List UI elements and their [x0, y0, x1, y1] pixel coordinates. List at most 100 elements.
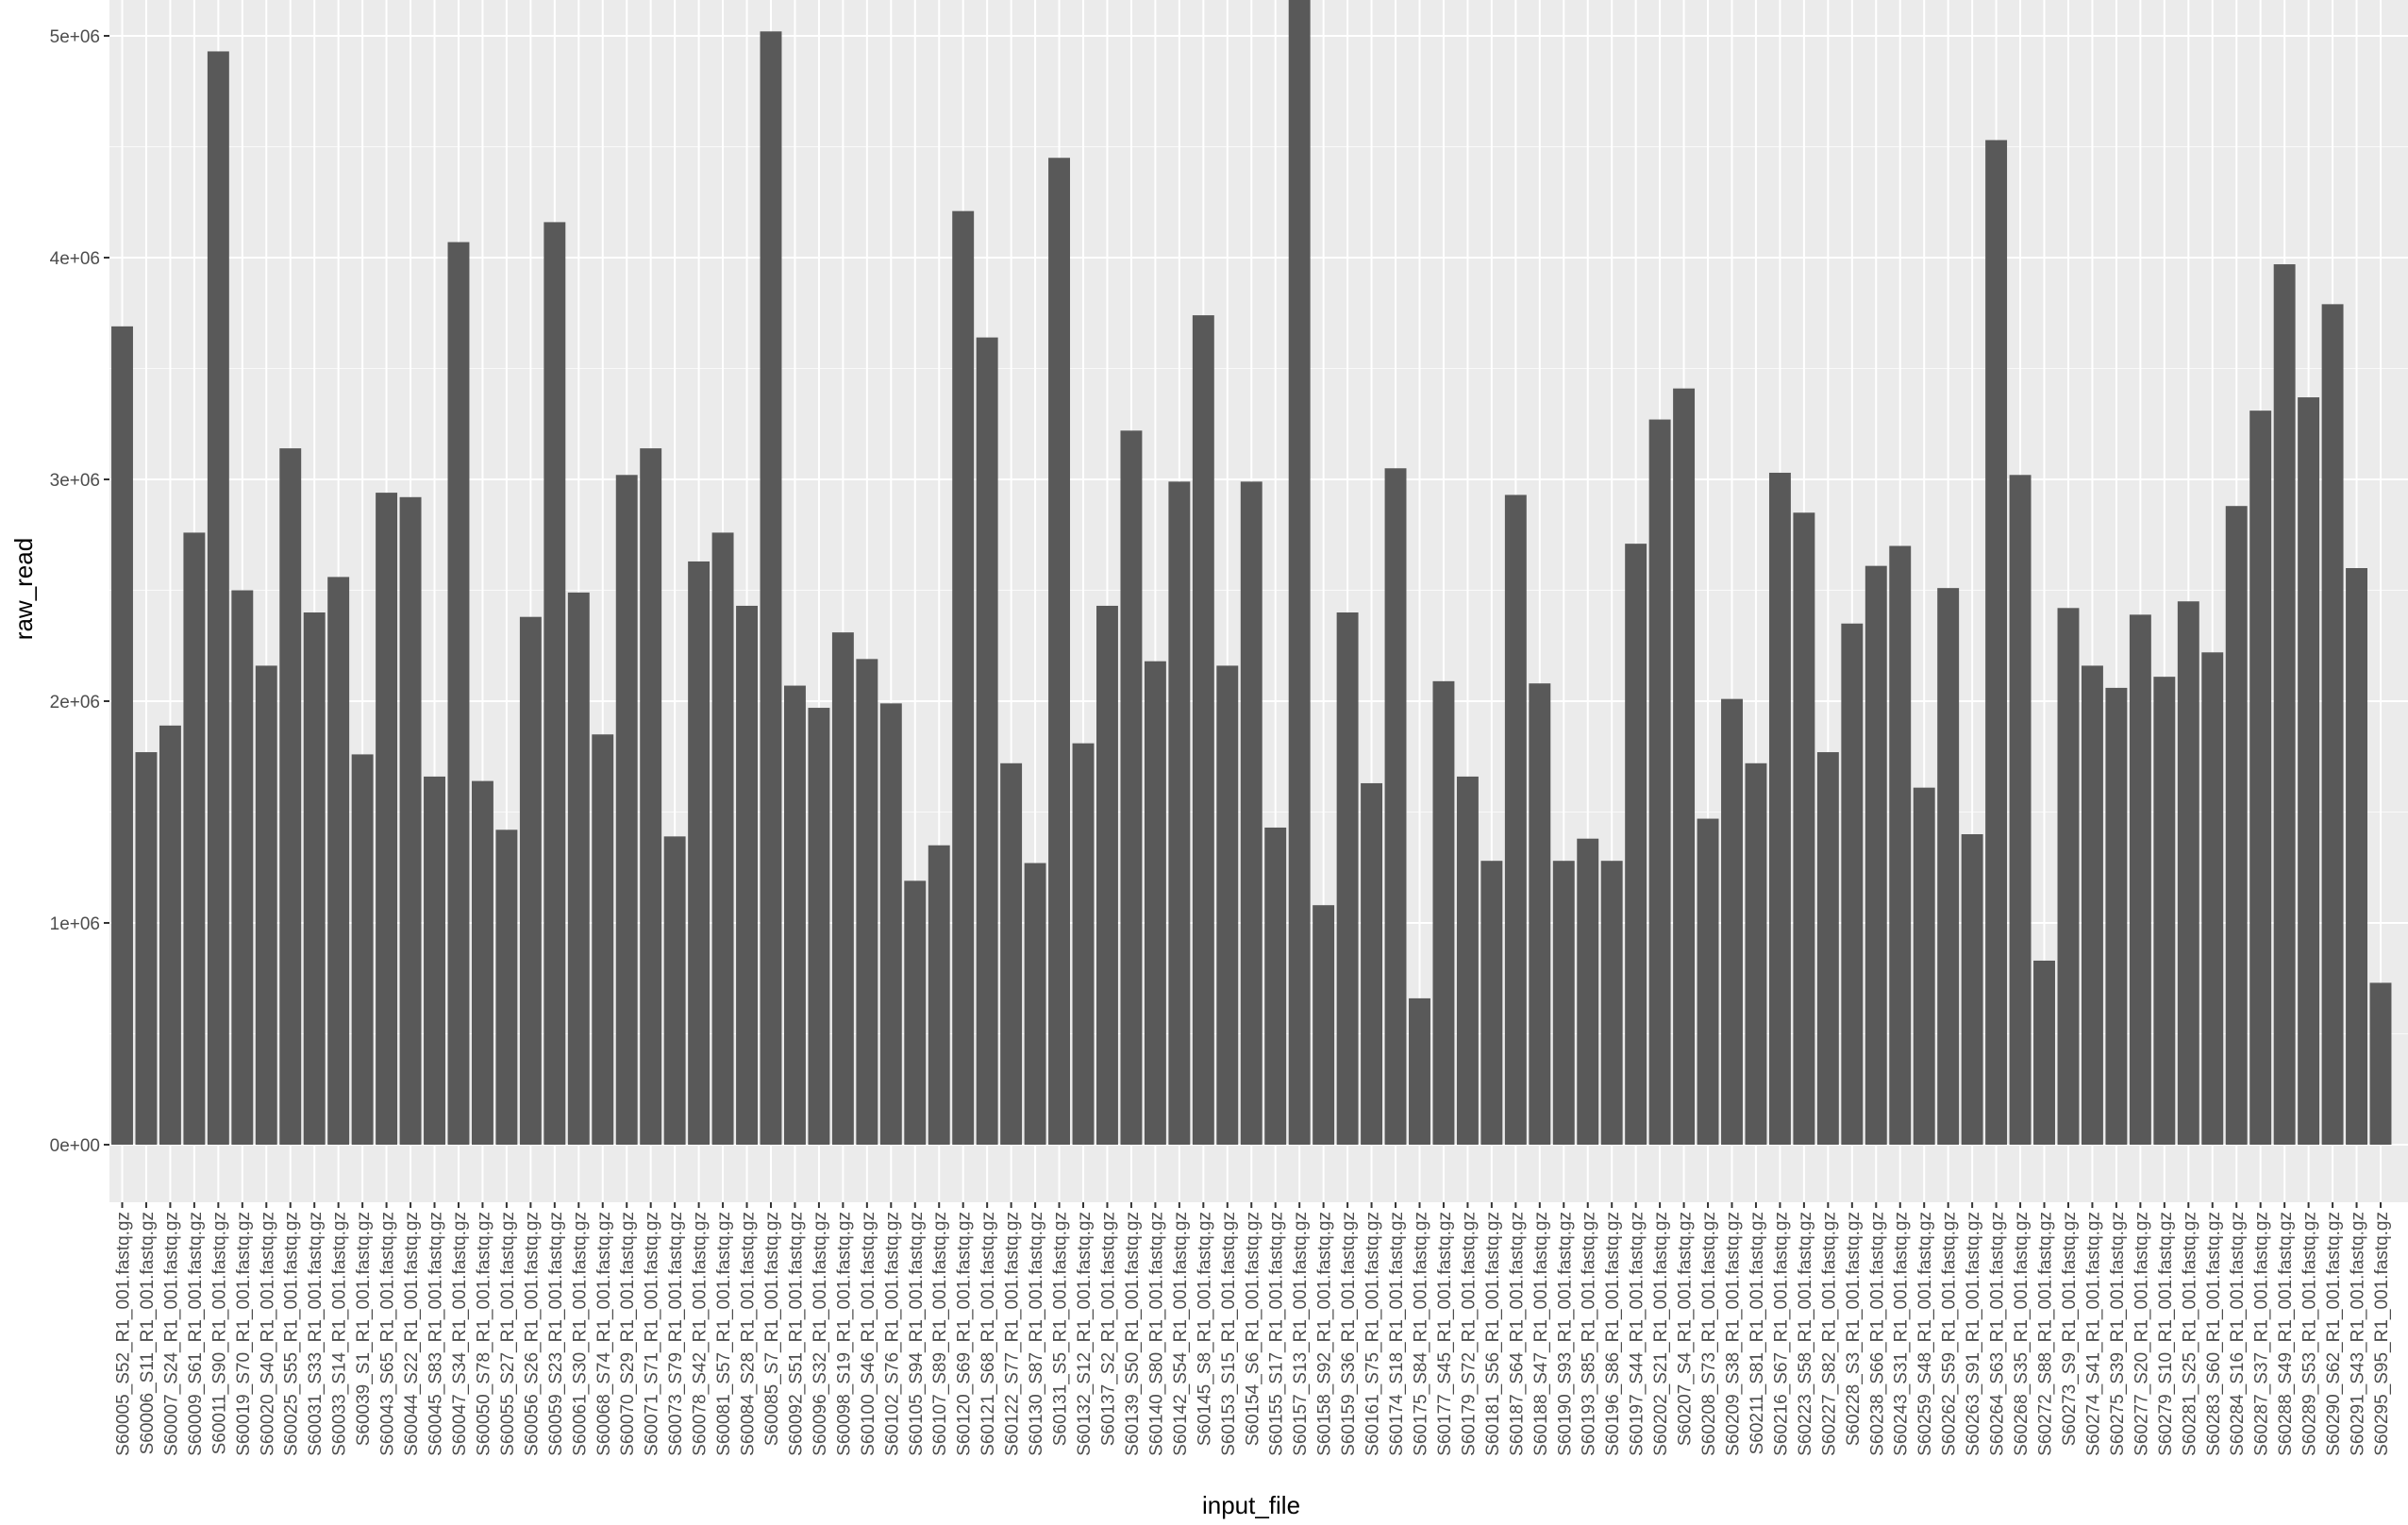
bar	[2129, 614, 2151, 1145]
x-axis-title: input_file	[1202, 1491, 1300, 1519]
bar	[1985, 140, 2008, 1146]
x-tick-label: S60290_S62_R1_001.fastq.gz	[2324, 1212, 2344, 1456]
bar	[783, 685, 806, 1145]
x-tick-label: S60142_S54_R1_001.fastq.gz	[1171, 1212, 1191, 1456]
x-tick-label: S60295_S95_R1_001.fastq.gz	[2372, 1212, 2392, 1456]
x-tick-label: S60284_S16_R1_001.fastq.gz	[2228, 1212, 2248, 1456]
bar	[207, 51, 229, 1146]
bar	[1384, 468, 1407, 1145]
bar	[1288, 0, 1311, 1145]
x-tick-label: S60161_S75_R1_001.fastq.gz	[1363, 1212, 1383, 1456]
bar	[135, 752, 158, 1145]
bar	[376, 493, 398, 1145]
x-tick-label: S60288_S49_R1_001.fastq.gz	[2276, 1212, 2296, 1456]
x-tick-label: S60259_S48_R1_001.fastq.gz	[1915, 1212, 1935, 1456]
bar	[1793, 512, 1815, 1145]
bar	[1120, 430, 1143, 1145]
x-tick-label: S60039_S1_R1_001.fastq.gz	[354, 1212, 374, 1446]
x-tick-label: S60120_S69_R1_001.fastq.gz	[955, 1212, 975, 1456]
x-tick-label: S60006_S11_R1_001.fastq.gz	[138, 1212, 158, 1454]
x-tick-label: S60273_S9_R1_001.fastq.gz	[2060, 1212, 2080, 1446]
y-tick-label: 2e+06	[50, 693, 100, 712]
bar	[2081, 665, 2103, 1145]
bar	[2033, 960, 2055, 1145]
bars	[111, 0, 2392, 1146]
bar	[447, 242, 470, 1145]
x-tick-label: S60157_S13_R1_001.fastq.gz	[1291, 1212, 1311, 1456]
bar	[1192, 315, 1214, 1146]
bar	[831, 632, 854, 1145]
bar	[2009, 475, 2032, 1145]
x-tick-label: S60279_S10_R1_001.fastq.gz	[2156, 1212, 2176, 1456]
x-tick-label: S60130_S87_R1_001.fastq.gz	[1027, 1212, 1046, 1456]
x-tick-label: S60020_S40_R1_001.fastq.gz	[258, 1212, 277, 1456]
x-tick-label: S60291_S43_R1_001.fastq.gz	[2349, 1212, 2368, 1456]
x-tick-label: S60208_S73_R1_001.fastq.gz	[1699, 1212, 1719, 1456]
bar	[928, 845, 950, 1145]
bar	[1456, 776, 1479, 1145]
bar	[952, 210, 975, 1145]
x-tick-label: S60033_S14_R1_001.fastq.gz	[330, 1212, 350, 1456]
x-tick-label: S60047_S34_R1_001.fastq.gz	[450, 1212, 470, 1456]
x-tick-label: S60100_S46_R1_001.fastq.gz	[859, 1212, 878, 1456]
bar	[1048, 158, 1071, 1145]
bar	[1552, 861, 1575, 1145]
x-axis: S60005_S52_R1_001.fastq.gz S60006_S11_R1_…	[114, 1202, 2392, 1456]
x-tick-label: S60140_S80_R1_001.fastq.gz	[1146, 1212, 1166, 1456]
bar	[1841, 623, 1864, 1145]
x-tick-label: S60055_S27_R1_001.fastq.gz	[498, 1212, 518, 1456]
bar	[1529, 683, 1551, 1145]
bar	[1673, 388, 1696, 1145]
x-tick-label: S60283_S60_R1_001.fastq.gz	[2204, 1212, 2224, 1456]
bar	[1600, 861, 1623, 1145]
x-tick-label: S60085_S7_R1_001.fastq.gz	[762, 1212, 782, 1446]
bar	[592, 734, 614, 1145]
x-tick-label: S60243_S31_R1_001.fastq.gz	[1892, 1212, 1912, 1456]
x-tick-label: S60092_S51_R1_001.fastq.gz	[786, 1212, 806, 1456]
x-tick-label: S60238_S66_R1_001.fastq.gz	[1867, 1212, 1887, 1456]
y-tick-label: 4e+06	[50, 249, 100, 269]
bar	[471, 780, 493, 1145]
bar	[1816, 752, 1839, 1145]
y-axis: 0e+00 1e+06 2e+06 3e+06 4e+06 5e+06	[50, 27, 109, 1156]
x-tick-label: S60228_S3_R1_001.fastq.gz	[1844, 1212, 1864, 1446]
x-tick-label: S60031_S33_R1_001.fastq.gz	[306, 1212, 326, 1456]
bar	[2177, 601, 2199, 1145]
bar	[760, 31, 782, 1145]
bar	[2369, 982, 2392, 1145]
x-tick-label: S60159_S36_R1_001.fastq.gz	[1339, 1212, 1359, 1456]
x-tick-label: S60227_S82_R1_001.fastq.gz	[1819, 1212, 1839, 1456]
bar	[1937, 588, 1960, 1145]
x-tick-label: S60263_S91_R1_001.fastq.gz	[1964, 1212, 1983, 1456]
bar	[2105, 687, 2128, 1145]
x-tick-label: S60187_S64_R1_001.fastq.gz	[1507, 1212, 1527, 1456]
bar	[327, 577, 350, 1145]
x-tick-label: S60139_S50_R1_001.fastq.gz	[1123, 1212, 1143, 1456]
bar	[615, 475, 638, 1145]
bar	[1721, 698, 1743, 1145]
x-tick-label: S60073_S79_R1_001.fastq.gz	[666, 1212, 686, 1456]
bar	[688, 561, 711, 1145]
x-tick-label: S60007_S24_R1_001.fastq.gz	[161, 1212, 181, 1456]
x-tick-label: S60078_S42_R1_001.fastq.gz	[691, 1212, 711, 1456]
x-tick-label: S60262_S59_R1_001.fastq.gz	[1940, 1212, 1960, 1456]
bar	[2153, 677, 2176, 1145]
x-tick-label: S60098_S19_R1_001.fastq.gz	[834, 1212, 854, 1456]
x-tick-label: S60122_S77_R1_001.fastq.gz	[1003, 1212, 1023, 1456]
x-tick-label: S60216_S67_R1_001.fastq.gz	[1771, 1212, 1791, 1456]
x-tick-label: S60011_S90_R1_001.fastq.gz	[209, 1212, 229, 1454]
x-tick-label: S60177_S45_R1_001.fastq.gz	[1435, 1212, 1455, 1456]
bar	[1168, 481, 1191, 1146]
x-tick-label: S60005_S52_R1_001.fastq.gz	[114, 1212, 134, 1456]
bar	[159, 725, 181, 1145]
x-tick-label: S60070_S29_R1_001.fastq.gz	[618, 1212, 638, 1456]
x-tick-label: S60188_S47_R1_001.fastq.gz	[1531, 1212, 1551, 1456]
bar	[2057, 608, 2080, 1145]
x-tick-label: S60059_S23_R1_001.fastq.gz	[546, 1212, 566, 1456]
x-tick-label: S60102_S76_R1_001.fastq.gz	[882, 1212, 902, 1456]
bar	[1409, 997, 1430, 1145]
bar	[495, 830, 518, 1145]
bar	[1913, 787, 1935, 1145]
x-tick-label: S60132_S12_R1_001.fastq.gz	[1075, 1212, 1095, 1456]
bar	[2346, 568, 2367, 1145]
